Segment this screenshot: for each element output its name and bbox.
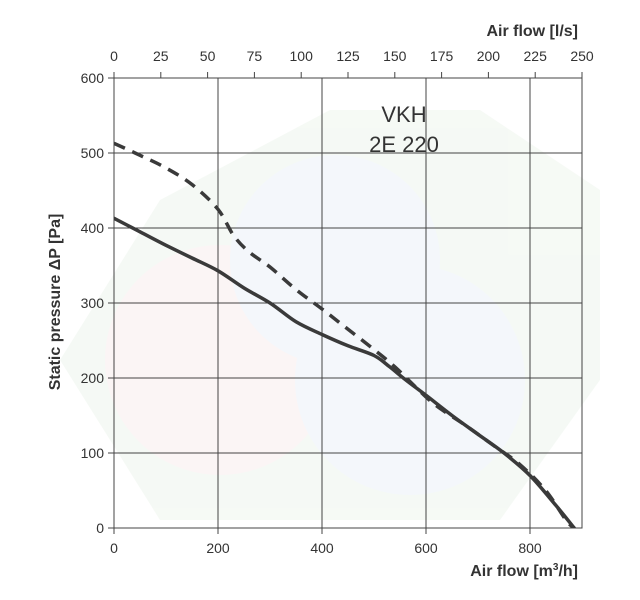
top-tick-label-100: 100 [290,48,314,64]
curve-dashed [114,141,576,528]
x-tick-label-800: 800 [518,540,542,556]
top-axis-title: Air flow [l/s] [486,23,578,40]
model-label-line1: VKH [381,102,426,127]
x-axis-title: Air flow [m3/h] [470,562,578,580]
x-tick-label-0: 0 [110,540,118,556]
y-tick-label-100: 100 [81,445,105,461]
y-tick-label-600: 600 [81,70,105,86]
y-axis-title: Static pressure ΔP [Pa] [47,214,64,391]
y-tick-label-500: 500 [81,145,105,161]
x-tick-label-400: 400 [310,540,334,556]
top-tick-label-200: 200 [477,48,501,64]
top-tick-label-50: 50 [200,48,216,64]
curve-solid [114,216,576,528]
top-tick-label-75: 75 [247,48,263,64]
model-label-line2: 2E 220 [369,132,439,157]
y-tick-label-0: 0 [96,520,104,536]
y-tick-label-300: 300 [81,295,105,311]
top-tick-label-250: 250 [570,48,594,64]
top-tick-label-225: 225 [524,48,548,64]
top-tick-label-175: 175 [430,48,454,64]
top-tick-label-150: 150 [383,48,407,64]
y-tick-label-400: 400 [81,220,105,236]
y-tick-label-200: 200 [81,370,105,386]
top-tick-label-0: 0 [110,48,118,64]
top-tick-label-25: 25 [153,48,169,64]
x-tick-label-600: 600 [414,540,438,556]
x-tick-label-200: 200 [206,540,230,556]
top-tick-label-125: 125 [336,48,360,64]
